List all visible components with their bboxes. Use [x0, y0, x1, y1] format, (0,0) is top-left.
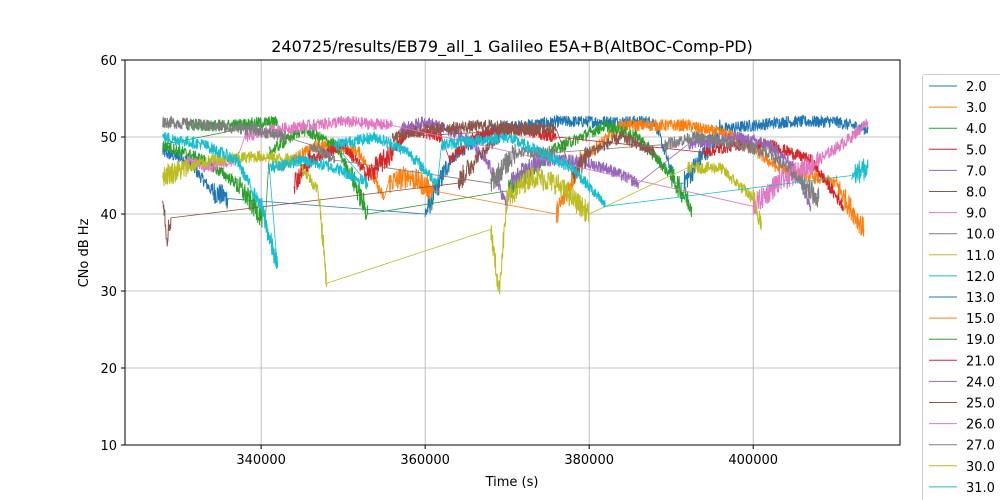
legend-box [922, 74, 1000, 500]
series-line [391, 118, 557, 145]
legend-label: 11.0 [966, 249, 995, 264]
chart-title: 240725/results/EB79_all_1 Galileo E5A+B(… [271, 37, 753, 57]
legend-label: 5.0 [966, 143, 987, 158]
series-10.0 [162, 116, 820, 208]
series-gap-line [437, 144, 442, 184]
series-line [851, 158, 869, 184]
series-gap-line [367, 190, 508, 215]
series-line [490, 165, 590, 295]
series-line [572, 130, 656, 184]
legend-label: 4.0 [966, 122, 987, 137]
series-line [309, 143, 336, 164]
series-gap-line [268, 167, 278, 268]
x-tick-label: 380000 [564, 453, 614, 468]
series-7.0 [400, 116, 812, 212]
series-gap-line [605, 175, 852, 207]
x-tick-label: 360000 [400, 453, 450, 468]
series-gap-line [228, 198, 426, 215]
legend-label: 9.0 [966, 207, 987, 222]
legend-label: 21.0 [966, 354, 995, 369]
y-axis-label: CNo dB Hz [77, 218, 92, 287]
legend-label: 8.0 [966, 186, 987, 201]
legend-label: 13.0 [966, 291, 995, 306]
series-gap-line [556, 136, 705, 153]
legend-label: 10.0 [966, 228, 995, 243]
y-tick-label: 50 [100, 131, 117, 146]
legend-label: 31.0 [966, 481, 995, 496]
legend-label: 26.0 [966, 418, 995, 433]
series-line [441, 131, 606, 208]
series-gap-line [334, 159, 491, 184]
series-gap-line [556, 144, 664, 153]
series-gap-line [433, 190, 557, 215]
y-tick-label: 40 [100, 208, 117, 223]
x-tick-label: 340000 [236, 453, 286, 468]
series-gap-line [638, 144, 688, 184]
series-line [683, 114, 869, 194]
y-tick-label: 30 [100, 285, 117, 300]
series-gap-line [285, 136, 311, 146]
series-gap-line [334, 144, 369, 184]
series-line [162, 132, 279, 270]
series-gap-line [170, 182, 459, 219]
legend-label: 2.0 [966, 80, 987, 95]
y-tick-label: 10 [100, 439, 117, 454]
axes-frame [124, 59, 901, 446]
grid [125, 59, 900, 446]
legend-label: 27.0 [966, 439, 995, 454]
series-gap-line [264, 152, 270, 222]
legend-label: 30.0 [966, 460, 995, 475]
series-line [662, 131, 820, 208]
legend: 2.0 3.0 4.0 5.0 7.0 8.0 9.0 10.0 11.0 12.0 13.0 15.… [922, 74, 1000, 500]
plot-area [162, 114, 869, 295]
series-line [400, 116, 508, 210]
y-tick-label: 20 [100, 362, 117, 377]
series-12.0 [162, 131, 869, 270]
series-line [752, 118, 869, 215]
y-tick-label: 60 [100, 54, 117, 69]
legend-label: 15.0 [966, 312, 995, 327]
legend-label: 3.0 [966, 101, 987, 116]
series-line [334, 131, 438, 186]
legend-label: 19.0 [966, 333, 995, 348]
legend-label: 7.0 [966, 164, 987, 179]
x-axis-label: Time (s) [485, 475, 539, 490]
series-line [490, 143, 557, 192]
legend-label: 25.0 [966, 397, 995, 412]
series-gap-line [383, 183, 389, 199]
series-line [687, 161, 762, 231]
x-tick-label: 400000 [728, 453, 778, 468]
ticks: 340000 360000 380000 400000 10 20 30 40 50 60 [100, 54, 778, 468]
series-line [301, 163, 328, 287]
legend-label: 24.0 [966, 375, 995, 390]
series-gap-line [326, 229, 491, 284]
series-line [162, 116, 287, 143]
series-line [162, 200, 172, 247]
legend-label: 12.0 [966, 270, 995, 285]
series-line [268, 154, 369, 191]
series-gap-line [555, 129, 574, 176]
